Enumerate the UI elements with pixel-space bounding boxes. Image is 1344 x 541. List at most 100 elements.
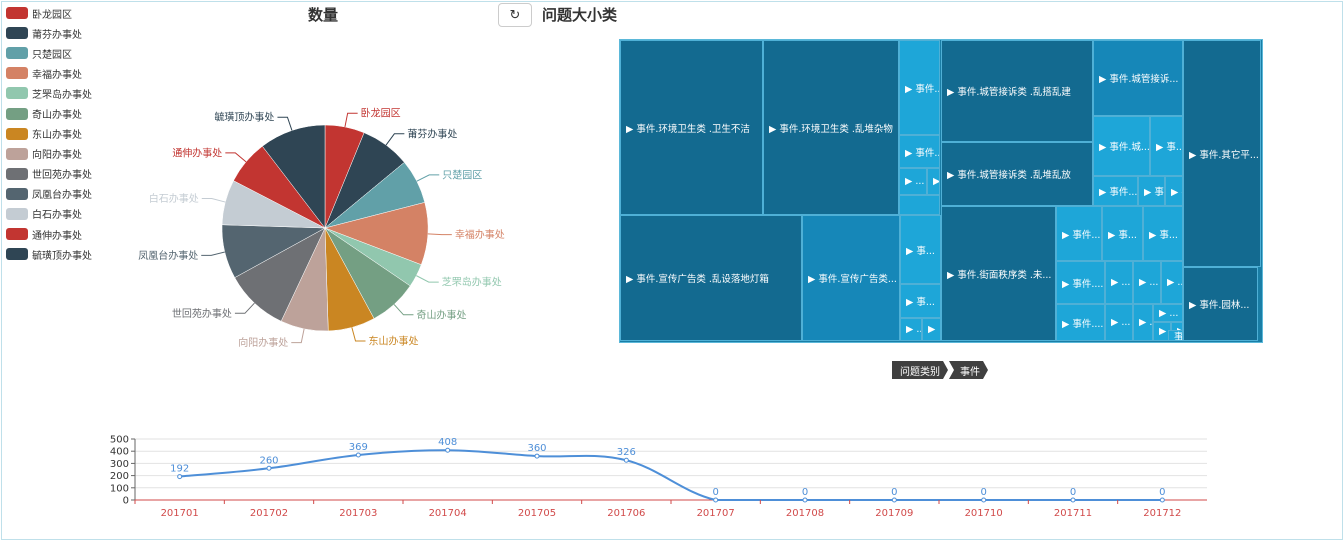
treemap-tile[interactable]: ▶ 事件... xyxy=(899,135,940,168)
line-point[interactable] xyxy=(1070,497,1076,503)
data-label: 0 xyxy=(1070,487,1076,498)
pie-label-line xyxy=(393,304,414,316)
treemap-tile[interactable]: ▶ 事件.... xyxy=(1056,304,1105,341)
treemap-tile[interactable]: ▶ 事件... xyxy=(899,40,940,135)
treemap-tile[interactable]: ▶ 事... xyxy=(1165,176,1183,206)
line-point[interactable] xyxy=(445,447,451,453)
data-label: 360 xyxy=(527,443,546,454)
treemap-tile[interactable]: ▶ 事件.城... xyxy=(1093,116,1150,176)
legend-label: 莆芬办事处 xyxy=(32,29,82,41)
treemap-tile[interactable]: ▶ 事... xyxy=(1102,206,1143,261)
pie-label: 莆芬办事处 xyxy=(407,127,457,140)
legend-item[interactable]: 世回苑办事处 xyxy=(6,164,92,184)
treemap-tile[interactable]: ▶ 事件.街面秩序类 .未... xyxy=(941,206,1056,341)
breadcrumb-root[interactable]: 问题类别 xyxy=(892,361,948,379)
line-point[interactable] xyxy=(266,465,272,471)
treemap-tile[interactable] xyxy=(899,195,940,215)
legend-label: 毓璜顶办事处 xyxy=(32,250,92,262)
treemap-tile[interactable]: ▶ 事... xyxy=(900,284,941,318)
line-point[interactable] xyxy=(713,497,719,503)
data-label: 0 xyxy=(980,487,986,498)
legend-item[interactable]: 东山办事处 xyxy=(6,124,92,144)
treemap-tile[interactable]: ▶ 事... xyxy=(1138,176,1165,206)
treemap-tile[interactable]: ▶ 事件.园林... xyxy=(1183,267,1258,341)
treemap-tile[interactable]: ▶ 事... xyxy=(900,215,941,284)
legend-swatch xyxy=(6,127,28,140)
legend-item[interactable]: 奇山办事处 xyxy=(6,103,92,123)
treemap-tile[interactable]: ▶ 事件.城管接诉... xyxy=(1093,40,1183,116)
treemap-tile[interactable]: ▶ ... xyxy=(1105,304,1133,341)
treemap-tile[interactable]: ▶ xyxy=(922,318,941,341)
pie-label: 世回苑办事处 xyxy=(172,307,232,320)
refresh-button[interactable]: ↻ xyxy=(498,3,532,27)
legend-item[interactable]: 卧龙园区 xyxy=(6,3,92,23)
pie-label: 向阳办事处 xyxy=(238,336,288,349)
treemap-tile[interactable]: ▶ 事件.城管接诉类 .乱堆乱放 xyxy=(941,142,1093,206)
treemap-tile[interactable]: ▶ 事... xyxy=(1150,116,1183,176)
x-tick-label: 201705 xyxy=(518,508,556,519)
line-point[interactable] xyxy=(623,457,629,463)
pie-label-line xyxy=(416,174,440,182)
treemap-tile[interactable]: ▶ 事件.... xyxy=(1056,206,1102,261)
treemap-tile[interactable]: ▶ ... xyxy=(1105,261,1133,304)
y-tick-label: 200 xyxy=(110,471,129,482)
legend-item[interactable]: 凤凰台办事处 xyxy=(6,184,92,204)
treemap-tile[interactable]: ▶ ... xyxy=(1133,261,1161,304)
pie-label-line xyxy=(416,275,439,283)
line-point[interactable] xyxy=(177,474,183,480)
x-tick-label: 201706 xyxy=(607,508,645,519)
line-point[interactable] xyxy=(802,497,808,503)
treemap-tile[interactable]: ▶ 事件.城管接诉类 .乱搭乱建 xyxy=(941,40,1093,142)
legend-item[interactable]: 通伸办事处 xyxy=(6,224,92,244)
pie-label: 芝罘岛办事处 xyxy=(442,276,502,289)
treemap-tile[interactable]: ▶ 事件... xyxy=(1093,176,1138,206)
treemap-tile[interactable]: ▶ ... xyxy=(1161,261,1183,304)
treemap-tile[interactable]: ▶ ... xyxy=(900,318,922,341)
pie-label-line xyxy=(351,327,366,342)
legend-item[interactable]: 莆芬办事处 xyxy=(6,23,92,43)
treemap-tile[interactable]: ▶ 事... xyxy=(1143,206,1183,261)
legend-item[interactable]: 幸福办事处 xyxy=(6,63,92,83)
x-tick-label: 201708 xyxy=(786,508,824,519)
pie-label: 只楚园区 xyxy=(442,168,482,181)
pie-label-line xyxy=(225,152,247,163)
pie-label: 奇山办事处 xyxy=(416,308,466,321)
pie-label-line xyxy=(201,198,226,203)
treemap-chart: ▶ 事件.环境卫生类 .卫生不洁 ▶ 事件.环境卫生类 .乱堆杂物 ▶ 事件... ▶… xyxy=(619,39,1263,343)
pie-label: 幸福办事处 xyxy=(455,228,505,241)
treemap-tile[interactable]: ▶ ... xyxy=(1153,304,1183,322)
treemap-tile[interactable]: ▶ 事件.环境卫生类 .卫生不洁 xyxy=(620,40,763,215)
treemap-tile[interactable]: ▶ 事件.其它平... xyxy=(1183,40,1261,267)
line-point[interactable] xyxy=(1159,497,1165,503)
treemap-tile[interactable]: ▶ 事件.宣传广告类... xyxy=(802,215,900,341)
legend-swatch xyxy=(6,107,28,120)
x-tick-label: 201704 xyxy=(429,508,467,519)
treemap-tile[interactable]: ▶ 事件.宣传广告类 .乱设落地灯箱 xyxy=(620,215,802,341)
treemap-tile[interactable]: ▶ 事件.环境卫生类 .乱堆杂物 xyxy=(763,40,899,215)
legend-item[interactable]: 白石办事处 xyxy=(6,204,92,224)
legend-swatch xyxy=(6,87,28,100)
breadcrumb-current[interactable]: 事件 xyxy=(949,361,988,379)
legend-label: 世回苑办事处 xyxy=(32,170,92,182)
treemap-tile[interactable]: ▶ ... xyxy=(1133,304,1153,341)
pie-label-line xyxy=(385,133,405,146)
line-point[interactable] xyxy=(534,453,540,459)
line-series xyxy=(179,449,1163,501)
line-point[interactable] xyxy=(891,497,897,503)
legend-item[interactable]: 芝罘岛办事处 xyxy=(6,83,92,103)
legend-item[interactable]: 向阳办事处 xyxy=(6,144,92,164)
legend-item[interactable]: 只楚园区 xyxy=(6,43,92,63)
treemap-tile[interactable]: 事 xyxy=(1168,330,1183,341)
treemap-title: 问题大小类 xyxy=(542,6,618,24)
x-tick-label: 201710 xyxy=(965,508,1003,519)
legend-item[interactable]: 毓璜顶办事处 xyxy=(6,244,92,264)
treemap-tile[interactable]: ▶ ... xyxy=(899,168,927,195)
line-point[interactable] xyxy=(355,452,361,458)
treemap-tile[interactable]: ▶ xyxy=(927,168,940,195)
treemap-breadcrumb: 问题类别 事件 xyxy=(892,361,988,379)
data-label: 0 xyxy=(891,487,897,498)
line-point[interactable] xyxy=(981,497,987,503)
treemap-tile[interactable]: ▶ 事件.... xyxy=(1056,261,1105,304)
legend-label: 卧龙园区 xyxy=(32,9,72,21)
